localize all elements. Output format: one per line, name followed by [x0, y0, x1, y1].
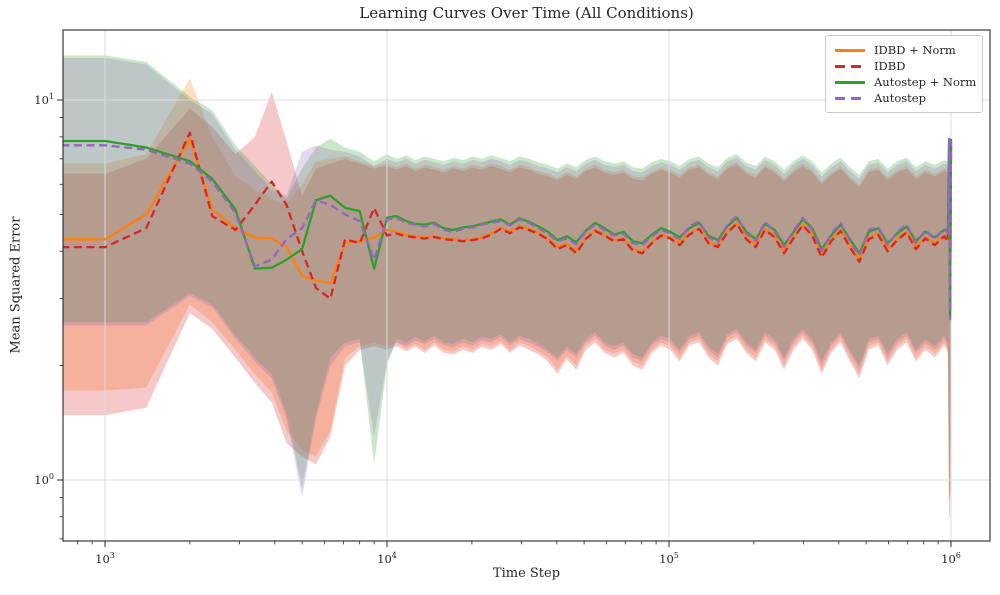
chart-title: Learning Curves Over Time (All Condition… — [359, 4, 694, 22]
axis-ticks: 103 104 105 106 100 101 — [34, 92, 961, 566]
legend-swatch-autostep — [835, 96, 865, 100]
x-tick-label-1e5: 105 — [659, 551, 679, 566]
legend-label-idbd-norm: IDBD + Norm — [874, 43, 956, 57]
legend-item-idbd: IDBD — [835, 58, 974, 74]
y-tick-label-1e0: 100 — [34, 472, 54, 487]
y-axis-label: Mean Squared Error — [8, 216, 24, 354]
legend-label-idbd: IDBD — [874, 59, 906, 73]
line-autostep — [63, 137, 953, 321]
band-autostep — [63, 58, 951, 498]
legend: IDBD + Norm IDBD Autostep + Norm Autoste… — [825, 35, 983, 113]
x-tick-label-1e3: 103 — [95, 551, 115, 566]
legend-label-autostep: Autostep — [874, 91, 926, 105]
legend-swatch-autostep-norm — [835, 80, 865, 84]
plot-frame — [62, 29, 991, 542]
x-tick-label-1e4: 104 — [377, 551, 397, 566]
legend-item-autostep: Autostep — [835, 90, 974, 106]
legend-swatch-idbd — [835, 64, 865, 68]
plot-area — [63, 30, 990, 541]
band-idbd-norm — [63, 78, 951, 502]
band-autostep-norm — [63, 55, 951, 498]
y-tick-label-1e1: 101 — [34, 92, 54, 107]
legend-swatch-idbd-norm — [835, 48, 865, 52]
legend-item-autostep-norm: Autostep + Norm — [835, 74, 977, 90]
band-idbd — [63, 91, 951, 517]
x-axis-label: Time Step — [492, 566, 561, 581]
x-tick-label-1e6: 106 — [941, 551, 961, 566]
legend-label-autostep-norm: Autostep + Norm — [874, 75, 977, 89]
line-idbd — [63, 131, 953, 309]
legend-item-idbd-norm: IDBD + Norm — [835, 42, 974, 58]
